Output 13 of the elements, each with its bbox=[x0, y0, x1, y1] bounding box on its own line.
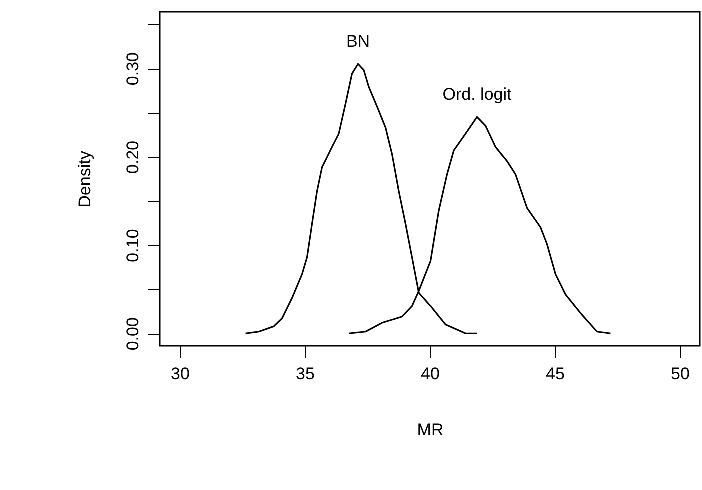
x-tick-label: 40 bbox=[421, 364, 440, 384]
y-axis-title: Density bbox=[76, 150, 94, 208]
y-tick-label: 0.20 bbox=[124, 140, 142, 174]
y-tick-label: 0.30 bbox=[124, 52, 142, 86]
series-label: BN bbox=[346, 32, 370, 52]
x-tick-label: 35 bbox=[296, 364, 315, 384]
series-label: Ord. logit bbox=[442, 85, 512, 104]
y-tick-label: 0.00 bbox=[124, 318, 142, 351]
x-tick-label: 30 bbox=[171, 364, 190, 384]
x-tick-label: 45 bbox=[546, 364, 565, 384]
y-tick-label: 0.10 bbox=[124, 229, 142, 262]
x-axis-title: MR bbox=[417, 420, 444, 440]
x-tick-label: 50 bbox=[671, 364, 690, 384]
